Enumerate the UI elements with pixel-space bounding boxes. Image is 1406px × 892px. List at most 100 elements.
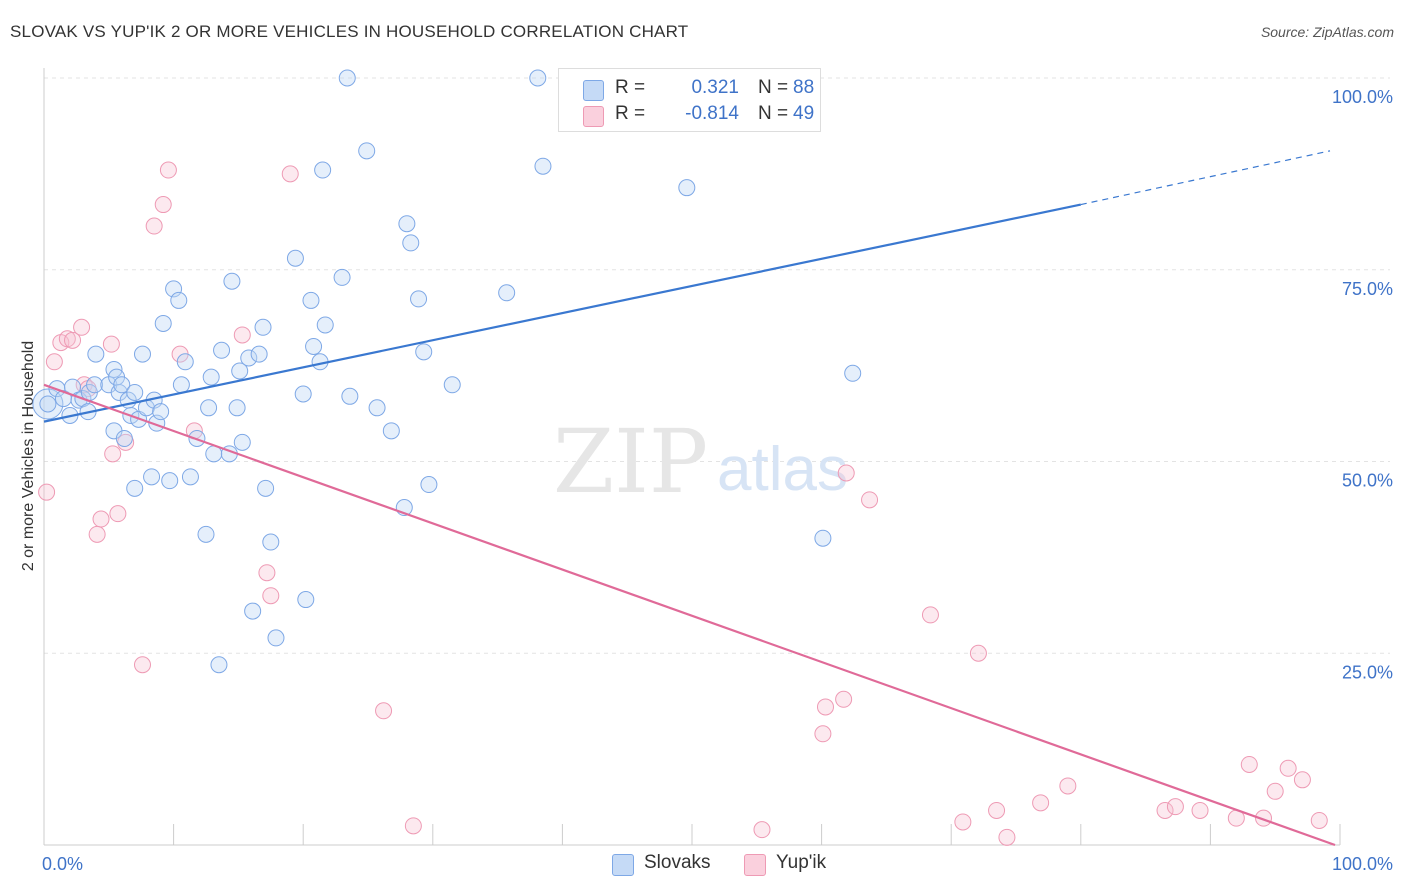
slovaks-point <box>814 529 832 547</box>
yupik-point <box>816 698 834 716</box>
stats-legend: R = 0.321 N = 88 R = -0.814 N = 49 <box>558 68 821 132</box>
slovaks-point <box>341 387 359 405</box>
slovaks-point <box>358 142 376 160</box>
yupik-point <box>1240 755 1258 773</box>
yupik-point <box>988 801 1006 819</box>
yupik-point <box>954 813 972 831</box>
legend-r-label: R = <box>615 77 646 98</box>
slovaks-point <box>172 376 190 394</box>
x-tick-label: 100.0% <box>1332 854 1393 874</box>
legend-r-value: 0.321 <box>691 77 739 98</box>
yupik-point <box>73 318 91 336</box>
slovaks-point <box>161 472 179 490</box>
slovaks-point <box>305 337 323 355</box>
slovaks-point <box>143 468 161 486</box>
yupik-point <box>1059 777 1077 795</box>
slovaks-point <box>87 345 105 363</box>
y-tick-label: 100.0% <box>1332 87 1393 107</box>
slovaks-point <box>286 249 304 267</box>
slovaks-point <box>410 290 428 308</box>
source-label: Source: ZipAtlas.com <box>1260 24 1394 40</box>
slovaks-point <box>498 284 516 302</box>
yupik-point <box>45 353 63 371</box>
slovaks-point <box>113 376 131 394</box>
legend-r-value: -0.814 <box>685 103 739 124</box>
bottom-legend-swatch-slovaks <box>612 854 634 876</box>
slovaks-point <box>267 629 285 647</box>
yupik-point <box>233 326 251 344</box>
yupik-point <box>1310 811 1328 829</box>
slovaks-point <box>210 656 228 674</box>
slovaks-point <box>126 383 144 401</box>
yupik-point <box>64 331 82 349</box>
slovaks-point <box>338 69 356 87</box>
slovaks-point <box>86 376 104 394</box>
legend-swatch-yupik <box>583 106 604 127</box>
yupik-point <box>835 690 853 708</box>
y-tick-labels: 25.0% 50.0% 75.0% 100.0% <box>1332 87 1393 682</box>
slovaks-point <box>262 533 280 551</box>
yupik-point <box>145 217 163 235</box>
yupik-point <box>88 525 106 543</box>
slovaks-point <box>254 318 272 336</box>
yupik-point <box>92 510 110 528</box>
slovaks-point <box>314 161 332 179</box>
slovaks-point <box>181 468 199 486</box>
series-slovaks-points <box>32 69 862 674</box>
yupik-point <box>969 644 987 662</box>
slovaks-point <box>170 291 188 309</box>
slovaks-point <box>39 395 57 413</box>
slovaks-point <box>152 403 170 421</box>
trend-lines <box>43 150 1336 847</box>
watermark: ZIP atlas <box>553 410 848 513</box>
legend-n-label: N = <box>758 77 789 98</box>
slovaks-point <box>244 602 262 620</box>
legend-n-value: 88 <box>793 77 815 98</box>
slovaks-point <box>176 353 194 371</box>
yupik-point <box>814 725 832 743</box>
yupik-point <box>837 464 855 482</box>
yupik-point <box>1191 801 1209 819</box>
y-tick-label: 25.0% <box>1342 662 1393 682</box>
slovaks-point <box>250 345 268 363</box>
yupik-point <box>102 335 120 353</box>
yupik-point <box>262 587 280 605</box>
slovaks-point <box>213 341 231 359</box>
slovaks-point <box>398 215 416 233</box>
slovaks-point <box>529 69 547 87</box>
yupik-point <box>133 656 151 674</box>
legend-n-label: N = <box>758 103 789 124</box>
watermark-zip: ZIP <box>553 410 708 513</box>
trend-line-slovaks <box>43 203 1082 423</box>
slovaks-point <box>294 385 312 403</box>
slovaks-point <box>240 349 258 367</box>
trend-line-slovaks-extension <box>1080 150 1331 206</box>
slovaks-point <box>133 345 151 363</box>
slovaks-point <box>420 476 438 494</box>
yupik-point <box>281 165 299 183</box>
slovaks-point <box>402 234 420 252</box>
slovaks-point <box>302 291 320 309</box>
watermark-atlas: atlas <box>717 435 848 504</box>
slovaks-point <box>534 157 552 175</box>
slovaks-point <box>678 179 696 197</box>
slovaks-point <box>333 268 351 286</box>
chart-title: SLOVAK VS YUP'IK 2 OR MORE VEHICLES IN H… <box>10 22 689 41</box>
slovaks-point <box>257 479 275 497</box>
slovaks-point <box>368 399 386 417</box>
yupik-point <box>1293 771 1311 789</box>
yupik-point <box>753 821 771 839</box>
slovaks-point <box>154 314 172 332</box>
gridlines <box>44 77 1390 654</box>
yupik-point <box>159 161 177 179</box>
yupik-point <box>1266 782 1284 800</box>
bottom-legend-label-yupik: Yup'ik <box>776 852 827 873</box>
yupik-point <box>404 817 422 835</box>
y-tick-label: 75.0% <box>1342 279 1393 299</box>
trend-line-yupik <box>43 383 1336 847</box>
yupik-point <box>861 491 879 509</box>
slovaks-point <box>202 368 220 386</box>
slovaks-point <box>316 316 334 334</box>
x-tick-label: 0.0% <box>42 854 83 874</box>
